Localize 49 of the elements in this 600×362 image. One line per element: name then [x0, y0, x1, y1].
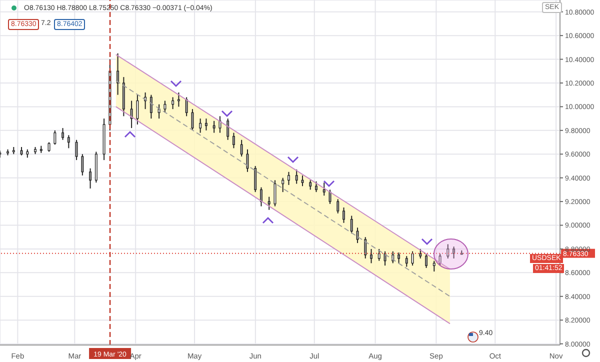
candlestick [254, 165, 257, 193]
candlestick [432, 260, 436, 272]
candlestick [370, 248, 373, 264]
candlestick [204, 118, 208, 131]
candlestick [246, 148, 249, 172]
candlestick [218, 116, 222, 134]
candlestick [282, 177, 284, 193]
candlestick [315, 180, 318, 193]
candlestick [336, 198, 340, 214]
candlestick [81, 154, 84, 176]
candlestick [425, 253, 428, 268]
candlestick [446, 244, 450, 259]
candlestick [185, 96, 188, 117]
candlestick [350, 215, 353, 234]
candlestick [309, 180, 312, 190]
candlestick [199, 118, 202, 134]
candlestick [48, 142, 50, 152]
candlestick [405, 256, 408, 268]
candlestick [191, 108, 194, 131]
candlestick [295, 169, 298, 184]
candlestick [411, 250, 414, 266]
candlestick [158, 104, 160, 120]
candlestick [364, 236, 367, 259]
candlestick [136, 94, 139, 125]
candlestick [438, 253, 442, 266]
candlestick [378, 248, 380, 262]
candlestick [268, 196, 270, 210]
candlestick [232, 132, 235, 149]
candlestick [150, 94, 152, 120]
candlestick [75, 139, 78, 161]
candlestick [322, 182, 326, 196]
candlestick [288, 171, 290, 186]
candlestick [452, 246, 456, 259]
candlestick [89, 168, 92, 190]
candlestick [342, 206, 345, 224]
candlestick [54, 130, 56, 146]
candlestick [419, 248, 422, 259]
candlestick [130, 100, 133, 129]
candlestick [164, 100, 166, 114]
candlestick [177, 92, 180, 108]
candlestick [226, 118, 230, 140]
candlestick [260, 186, 262, 207]
candlestick [356, 227, 359, 244]
candlestick [172, 96, 174, 110]
candlestick [62, 128, 64, 140]
candlestick [212, 120, 216, 134]
candlestick [240, 139, 243, 157]
candlestick [398, 252, 400, 264]
candlestick [67, 134, 70, 149]
